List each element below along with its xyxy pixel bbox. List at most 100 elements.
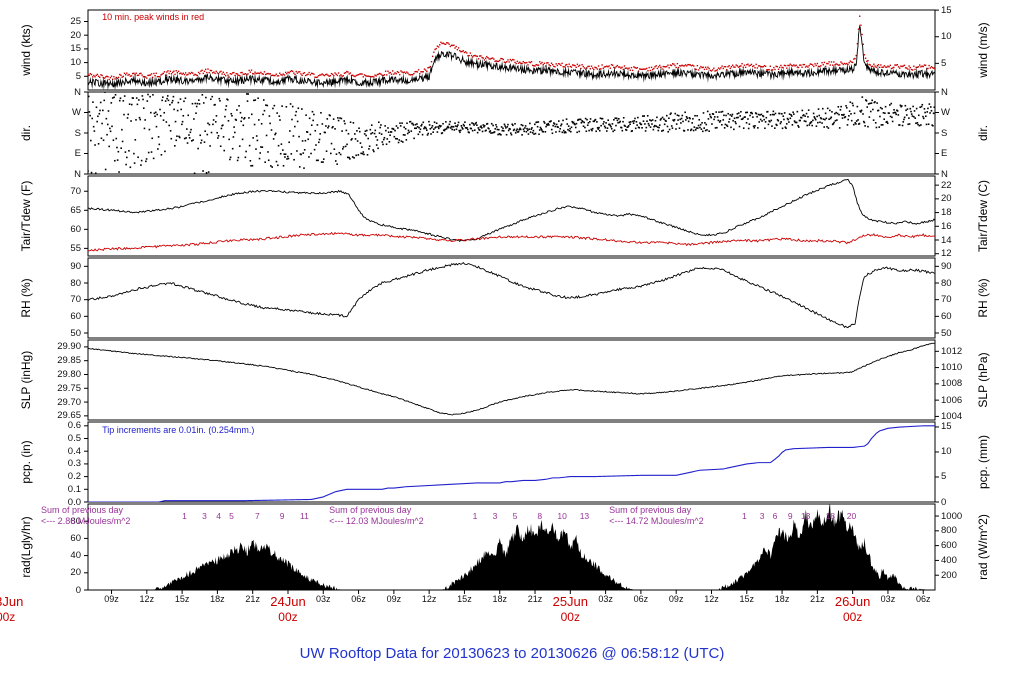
y-tick-label-pcp-left: 0.6	[67, 420, 81, 432]
x-tick-label: 03z	[880, 594, 896, 604]
x-tick-label: 21z	[245, 594, 260, 604]
y-tick-label-rh-left: 60	[70, 310, 81, 322]
rad-cumulative-mark: 3	[492, 511, 498, 521]
y-tick-label-rad-right: 800	[941, 525, 957, 537]
x-tick-label: 06z	[633, 594, 649, 604]
x-tick-label: 12z	[421, 594, 437, 604]
x-date-label: 25Jun	[552, 594, 589, 609]
y-tick-label-temp-left: 55	[70, 242, 81, 254]
chart-title: UW Rooftop Data for 20130623 to 20130626…	[299, 645, 725, 662]
y-tick-label-dir-right: S	[941, 127, 948, 139]
y-tick-label-rh-right: 50	[941, 327, 952, 339]
y-tick-label-temp-left: 65	[70, 204, 81, 216]
y-tick-label-pcp-left: 0.0	[67, 496, 81, 508]
y-tick-label-pcp-right: 15	[941, 421, 952, 433]
y-tick-label-wind-left: 20	[70, 29, 81, 41]
x-tick-label: 09z	[668, 594, 684, 604]
x-tick-label: 03z	[598, 594, 613, 604]
x-tick-label: 06z	[351, 594, 366, 604]
y-tick-label-rh-right: 60	[941, 310, 952, 322]
rad-cumulative-mark: 10	[557, 511, 567, 521]
rad-cumulative-mark: 9	[279, 511, 285, 521]
y-tick-label-rh-right: 90	[941, 260, 952, 272]
y-tick-label-slp-right: 1012	[941, 345, 963, 357]
rad-cumulative-mark: 13	[800, 511, 811, 521]
y-tick-label-dir-left: S	[74, 127, 81, 139]
axis-title-left-slp: SLP (inHg)	[19, 350, 33, 410]
rad-sum-note: Sum of previous day	[40, 505, 123, 515]
y-tick-label-rh-right: 80	[941, 277, 952, 289]
rad-cumulative-mark: 1	[472, 511, 478, 521]
axis-title-left-pcp: pcp. (in)	[19, 440, 33, 484]
y-tick-label-wind-left: 5	[75, 70, 81, 82]
y-tick-label-rh-left: 80	[70, 277, 81, 289]
y-tick-label-slp-right: 1010	[941, 362, 963, 374]
y-tick-label-dir-right: N	[941, 168, 948, 180]
y-tick-label-dir-left: N	[74, 168, 81, 180]
x-tick-label: 21z	[810, 594, 825, 604]
x-tick-label: 15z	[457, 594, 472, 604]
y-tick-label-slp-left: 29.70	[57, 396, 81, 408]
axis-title-right-temp: Tair/Tdew (C)	[976, 179, 990, 253]
x-tick-label: 15z	[739, 594, 755, 604]
y-tick-label-slp-left: 29.65	[57, 410, 81, 422]
y-tick-label-temp-right: 22	[941, 179, 952, 191]
rad-cumulative-mark: 8	[537, 511, 543, 521]
x-tick-label: 12z	[139, 594, 155, 604]
x-tick-label: 15z	[174, 594, 190, 604]
y-tick-label-dir-left: N	[74, 86, 81, 98]
rad-cumulative-mark: 9	[787, 511, 793, 521]
y-tick-label-rad-right: 600	[941, 540, 957, 552]
rad-sum-note: Sum of previous day	[329, 505, 412, 515]
y-tick-label-temp-left: 60	[70, 223, 81, 235]
rad-cumulative-mark: 3	[202, 511, 207, 521]
y-tick-label-pcp-left: 0.5	[67, 433, 81, 444]
y-tick-label-rad-left: 60	[70, 532, 81, 544]
y-tick-label-wind-right: 5	[941, 57, 947, 69]
rad-cumulative-mark: 1	[182, 511, 187, 521]
y-tick-label-slp-left: 29.85	[57, 355, 81, 367]
y-tick-label-rad-left: 40	[70, 550, 81, 562]
x-date-label: 26Jun	[834, 594, 871, 609]
axis-title-left-wind: wind (kts)	[19, 24, 33, 76]
y-tick-label-rad-right: 1000	[941, 510, 963, 522]
y-tick-label-wind-left: 25	[70, 16, 81, 27]
axis-title-right-wind: wind (m/s)	[976, 22, 990, 78]
x-date-label: 00z	[560, 610, 580, 624]
rad-cumulative-mark: 1	[742, 511, 747, 521]
rad-cumulative-mark: 13	[579, 511, 590, 521]
rad-cumulative-mark: 3	[759, 511, 765, 521]
rad-cumulative-mark: 11	[300, 511, 309, 521]
rad-sum-note: <--- 12.03 MJoules/m^2	[329, 516, 424, 526]
y-tick-label-pcp-right: 0	[941, 496, 947, 508]
y-tick-label-slp-left: 29.90	[57, 341, 81, 353]
x-date-label: 23Jun	[0, 594, 24, 609]
x-tick-label: 09z	[386, 594, 402, 604]
pcp-tip-note: Tip increments are 0.01in. (0.254mm.)	[102, 425, 255, 435]
axis-title-right-rh: RH (%)	[976, 278, 990, 318]
y-tick-label-rad-right: 400	[941, 554, 957, 566]
y-tick-label-temp-right: 14	[941, 234, 952, 246]
y-tick-label-slp-right: 1006	[941, 394, 963, 406]
rad-cumulative-mark: 20	[846, 511, 857, 521]
rad-cumulative-mark: 6	[772, 511, 778, 521]
y-tick-label-wind-left: 10	[70, 57, 81, 69]
x-tick-label: 18z	[492, 594, 507, 604]
y-tick-label-wind-left: 15	[70, 43, 81, 55]
y-tick-label-dir-right: N	[941, 86, 948, 98]
y-tick-label-slp-right: 1008	[941, 378, 963, 390]
y-tick-label-temp-right: 12	[941, 248, 952, 260]
axis-title-left-rad: rad(Lgly/hr)	[19, 516, 33, 578]
y-tick-label-dir-right: W	[941, 107, 950, 118]
x-tick-label: 18z	[774, 594, 790, 604]
y-tick-label-rh-right: 70	[941, 294, 952, 306]
y-tick-label-dir-left: E	[74, 148, 81, 159]
x-date-label: 00z	[278, 610, 298, 624]
x-date-label: 24Jun	[270, 594, 306, 609]
rad-cumulative-mark: 5	[512, 511, 518, 521]
y-tick-label-wind-right: 10	[941, 31, 952, 43]
axis-title-left-dir: dir.	[19, 124, 33, 142]
axis-title-left-rh: RH (%)	[19, 278, 33, 318]
axis-title-right-pcp: pcp. (mm)	[976, 435, 990, 489]
